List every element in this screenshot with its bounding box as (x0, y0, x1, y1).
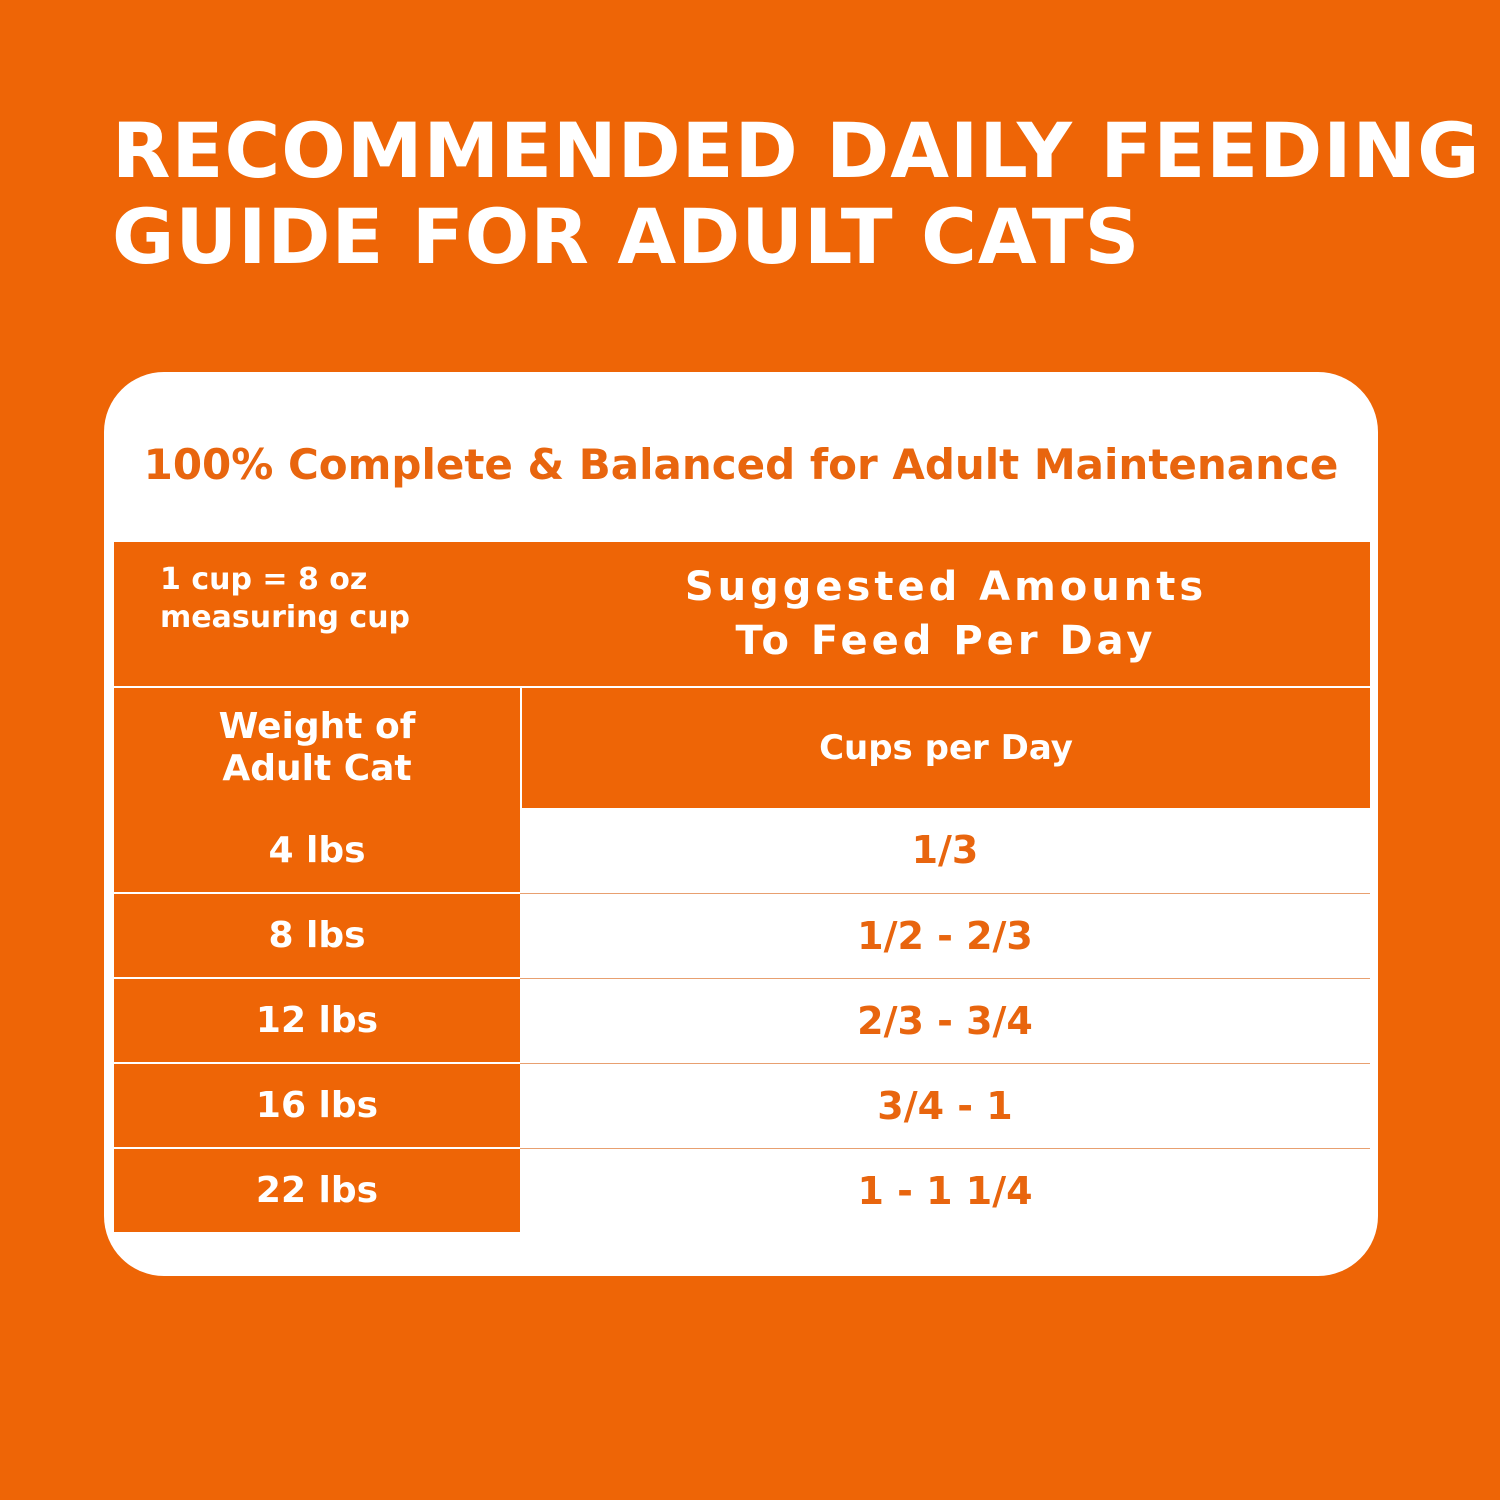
weight-cell: 8 lbs (114, 893, 520, 977)
column-header: Cups per Day (522, 688, 1370, 808)
cups-cell-text: 2/3 - 3/4 (857, 998, 1033, 1043)
weight-cell: 12 lbs (114, 978, 520, 1062)
weight-cell-text: 8 lbs (268, 915, 366, 956)
note-text: 1 cup = 8 oz (160, 562, 368, 597)
title-line: RECOMMENDED DAILY FEEDING (112, 106, 1481, 195)
weight-cell: 22 lbs (114, 1148, 520, 1232)
title-line: GUIDE FOR ADULT CATS (112, 192, 1141, 281)
group-header: Suggested Amounts To Feed Per Day (522, 542, 1370, 686)
group-header-text: Suggested Amounts (684, 564, 1208, 610)
cups-cell: 1 - 1 1/4 (520, 1148, 1370, 1232)
weight-cell-text: 22 lbs (255, 1170, 379, 1211)
note-text: measuring cup (160, 600, 411, 635)
cups-cell-text: 1/3 (911, 828, 979, 872)
weight-cell-text: 16 lbs (255, 1085, 379, 1126)
column-header: Weight of Adult Cat (114, 688, 520, 808)
column-header-text: Cups per Day (819, 728, 1073, 768)
card: 100% Complete & Balanced for Adult Maint… (104, 372, 1378, 1276)
cups-cell: 3/4 - 1 (520, 1063, 1370, 1147)
subtitle: 100% Complete & Balanced for Adult Maint… (143, 440, 1339, 489)
cups-cell: 1/2 - 2/3 (520, 893, 1370, 977)
note: 1 cup = 8 oz measuring cup (114, 542, 522, 686)
weight-cell-text: 12 lbs (255, 1000, 379, 1041)
group-header-text: To Feed Per Day (735, 618, 1157, 664)
cups-cell-text: 3/4 - 1 (877, 1083, 1013, 1128)
cups-cell: 2/3 - 3/4 (520, 978, 1370, 1062)
weight-cell: 16 lbs (114, 1063, 520, 1147)
cups-cell-text: 1 - 1 1/4 (857, 1168, 1033, 1213)
weight-cell: 4 lbs (114, 808, 520, 892)
title: RECOMMENDED DAILY FEEDING GUIDE FOR ADUL… (112, 108, 1481, 280)
column-header-text: Weight of (218, 706, 416, 747)
weight-cell-text: 4 lbs (268, 829, 366, 871)
cups-cell: 1/3 (520, 808, 1370, 892)
cups-cell-text: 1/2 - 2/3 (857, 913, 1033, 958)
column-header-text: Adult Cat (222, 748, 412, 789)
